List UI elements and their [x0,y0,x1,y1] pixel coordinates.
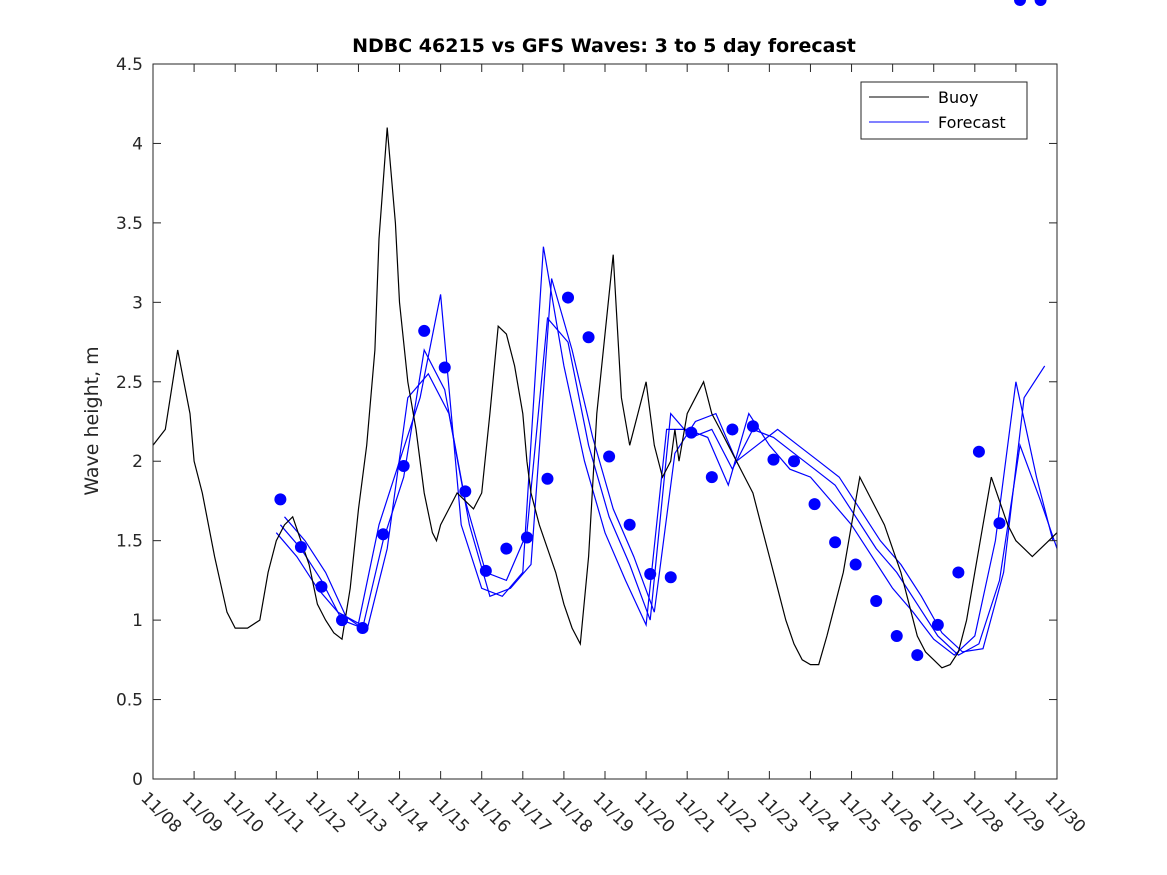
forecast-point [274,493,287,506]
x-tick-label: 11/13 [342,788,391,837]
y-axis-label: Wave height, m [81,346,103,495]
forecast-point [726,423,739,436]
x-tick-label: 11/25 [835,788,884,837]
forecast-point [438,361,451,374]
forecast-point [603,450,616,463]
forecast-point [972,445,985,458]
x-tick-label: 11/24 [794,788,843,837]
forecast-point [870,595,883,608]
forecast-point [644,568,657,581]
forecast-point [315,580,328,593]
x-tick-label: 11/14 [383,788,432,837]
x-tick-label: 11/09 [178,788,227,837]
legend-forecast-label: Forecast [938,113,1006,132]
y-axis: 0 0.5 1 1.5 2 2.5 3 3.5 4 4.5 [116,55,1057,790]
y-tick-label: 4 [132,134,143,154]
forecast-point [808,498,821,511]
forecast-lines [275,246,1058,656]
x-tick-label: 11/18 [547,788,596,837]
forecast-point [623,518,636,531]
x-tick-label: 11/17 [506,788,555,837]
forecast-point [931,618,944,631]
y-tick-label: 0.5 [116,691,143,711]
forecast-point [397,459,410,472]
forecast-point [952,566,965,579]
y-tick-label: 2 [132,452,143,472]
y-tick-label: 3 [132,293,143,313]
forecast-point [541,472,554,485]
x-tick-label: 11/28 [958,788,1007,837]
forecast-point [418,324,431,337]
y-tick-label: 1.5 [116,532,143,552]
forecast-point [788,455,801,468]
forecast-point [746,420,759,433]
x-tick-label: 11/19 [588,788,637,837]
forecast-point [294,541,307,554]
forecast-line [284,278,1046,653]
forecast-point [356,622,369,635]
x-tick-label: 11/30 [1040,788,1089,837]
x-tick-label: 11/26 [876,788,925,837]
chart-title: NDBC 46215 vs GFS Waves: 3 to 5 day fore… [352,35,856,57]
forecast-point [664,571,677,584]
x-tick-label: 11/21 [671,788,720,837]
x-tick-label: 11/27 [917,788,966,837]
forecast-point [890,630,903,642]
x-tick-label: 11/15 [424,788,473,837]
forecast-point [377,528,390,541]
forecast-point [1014,0,1027,6]
forecast-point [520,531,533,544]
buoy-line [152,127,1058,669]
forecast-line [279,316,1058,656]
forecast-point [911,649,924,662]
forecast-point [705,471,718,484]
x-tick-label: 11/23 [753,788,802,837]
y-tick-label: 3.5 [116,214,143,234]
plot-area [153,64,1057,779]
forecast-points [274,0,1047,662]
x-tick-label: 11/11 [260,788,309,837]
x-tick-label: 11/08 [136,788,185,837]
forecast-point [562,291,575,304]
buoy-line-group [152,127,1058,669]
forecast-point [1034,0,1047,6]
legend: Buoy Forecast [860,81,1028,140]
x-tick-label: 11/10 [219,788,268,837]
y-tick-label: 2.5 [116,373,143,393]
forecast-point [500,542,513,555]
forecast-point [459,485,472,498]
y-tick-label: 4.5 [116,55,143,75]
x-tick-label: 11/29 [999,788,1048,837]
forecast-point [479,564,492,577]
forecast-point [767,453,780,466]
x-tick-label: 11/16 [465,788,514,837]
forecast-line [275,246,1054,656]
x-tick-label: 11/12 [301,788,350,837]
forecast-point [829,536,842,549]
forecast-point [993,517,1006,530]
forecast-point [582,331,595,344]
x-tick-label: 11/22 [712,788,761,837]
y-tick-label: 0 [132,770,143,790]
y-tick-label: 1 [132,611,143,631]
x-tick-label: 11/20 [630,788,679,837]
legend-box [860,81,1028,140]
forecast-point [685,426,698,439]
legend-buoy-label: Buoy [938,88,978,107]
forecast-point [336,614,349,627]
forecast-point [849,558,862,571]
